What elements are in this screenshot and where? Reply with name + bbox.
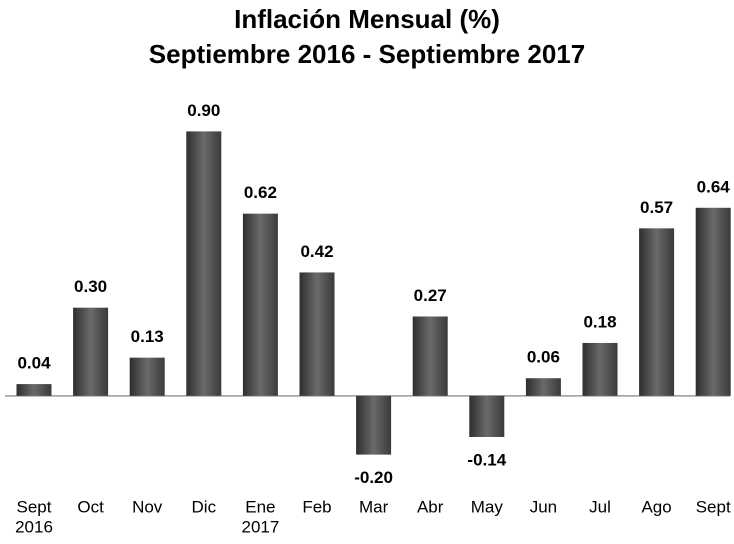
data-label: 0.18: [583, 312, 616, 331]
x-tick-label: 2016: [15, 517, 53, 536]
bar: [73, 307, 109, 396]
data-label: -0.14: [467, 450, 506, 469]
x-tick-label: Ene: [245, 497, 275, 516]
x-tick-label: Mar: [359, 497, 389, 516]
data-label: -0.20: [354, 468, 393, 487]
bar: [129, 357, 165, 396]
bar: [412, 316, 448, 396]
bar: [695, 207, 731, 396]
data-label: 0.64: [697, 177, 731, 196]
x-tick-label: Feb: [302, 497, 331, 516]
x-tick-label: Jun: [530, 497, 557, 516]
data-label: 0.57: [640, 198, 673, 217]
x-tick-label: Sept: [17, 497, 52, 516]
bar: [16, 384, 52, 396]
chart-title: Inflación Mensual (%): [234, 4, 500, 34]
data-label: 0.04: [17, 354, 51, 373]
bar: [299, 272, 335, 396]
x-tick-label: Ago: [641, 497, 671, 516]
x-tick-label: Sept: [696, 497, 731, 516]
data-label: 0.06: [527, 348, 560, 367]
data-label: 0.13: [131, 327, 164, 346]
data-label: 0.27: [414, 286, 447, 305]
x-tick-label: 2017: [241, 517, 279, 536]
bar: [242, 213, 278, 396]
x-tick-label: May: [471, 497, 504, 516]
bar: [469, 395, 505, 437]
x-tick-label: Jul: [589, 497, 611, 516]
data-label: 0.90: [187, 101, 220, 120]
x-tick-label: Nov: [132, 497, 163, 516]
data-label: 0.42: [300, 242, 333, 261]
data-label: 0.62: [244, 183, 277, 202]
bar: [582, 342, 618, 396]
bar: [639, 228, 675, 396]
bar: [356, 395, 392, 455]
bar: [186, 131, 222, 396]
x-tick-label: Oct: [77, 497, 104, 516]
data-label: 0.30: [74, 277, 107, 296]
x-tick-label: Abr: [417, 497, 444, 516]
bar: [525, 378, 561, 396]
chart-subtitle: Septiembre 2016 - Septiembre 2017: [149, 39, 585, 69]
x-tick-label: Dic: [192, 497, 217, 516]
